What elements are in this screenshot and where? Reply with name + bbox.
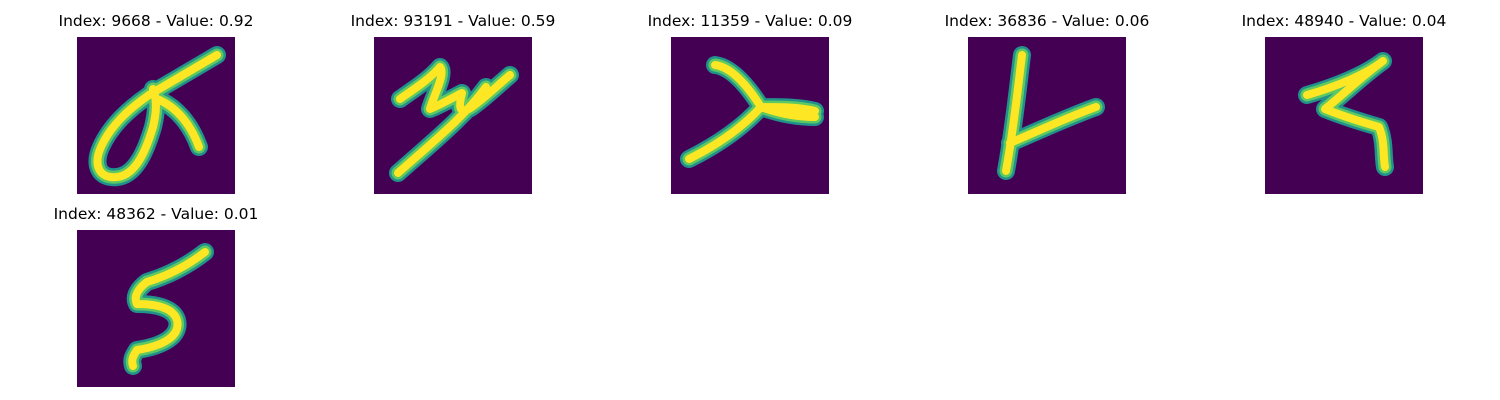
sample-title: Index: 93191 - Value: 0.59	[350, 12, 556, 30]
sample-panel-3: Index: 11359 - Value: 0.09	[630, 12, 870, 202]
sample-panel-5: Index: 48940 - Value: 0.04	[1224, 12, 1464, 202]
sample-panel-4: Index: 36836 - Value: 0.06	[927, 12, 1167, 202]
sample-panel-2: Index: 93191 - Value: 0.59	[333, 12, 573, 202]
sample-image	[968, 37, 1126, 194]
sample-image	[374, 37, 532, 194]
sample-title: Index: 48940 - Value: 0.04	[1241, 12, 1447, 30]
sample-image	[77, 37, 235, 194]
sample-title: Index: 11359 - Value: 0.09	[647, 12, 853, 30]
sample-panel-6: Index: 48362 - Value: 0.01	[36, 205, 276, 395]
sample-image	[77, 230, 235, 387]
sample-title: Index: 36836 - Value: 0.06	[944, 12, 1150, 30]
sample-panel-1: Index: 9668 - Value: 0.92	[36, 12, 276, 202]
sample-title: Index: 9668 - Value: 0.92	[58, 12, 254, 30]
sample-title: Index: 48362 - Value: 0.01	[53, 205, 259, 223]
sample-image	[1265, 37, 1423, 194]
sample-image	[671, 37, 829, 194]
